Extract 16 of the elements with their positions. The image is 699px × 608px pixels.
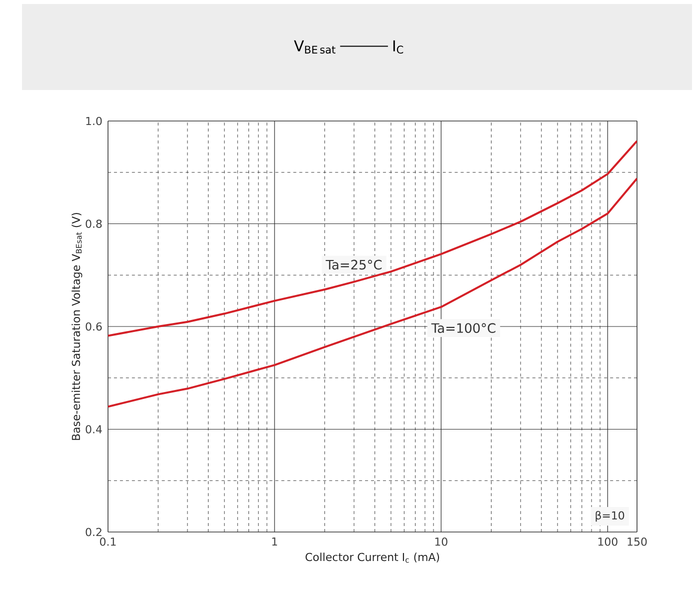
x-axis-title: Collector Current I$_{c}$ (mA) <box>306 552 440 563</box>
y-tick-label: 0.8 <box>86 220 102 228</box>
y-tick-label: 0.4 <box>86 425 102 434</box>
y-axis-title: Base-emitter Saturation Voltage V$_{BEsat}$ (V) <box>72 212 82 440</box>
y-tick-label: 0.2 <box>86 528 102 536</box>
y-tick-label: 0.6 <box>86 322 102 331</box>
series-label: Ta=100°C <box>431 323 496 333</box>
x-tick-label: 0.1 <box>100 538 116 546</box>
chart-title: $\mathrm{V}_{\mathrm{BE\,sat}}\;\rule[0.3em]{3.2em}{1pt}\;\mathrm{I}_{\mathrm{C}}$ <box>294 40 404 54</box>
x-tick-label: 1 <box>272 538 278 546</box>
x-tick-label: 100 <box>598 538 618 546</box>
x-tick-label: 10 <box>435 538 448 546</box>
x-tick-label: 150 <box>628 538 647 546</box>
series-label: Ta=25°C <box>326 260 382 270</box>
annotation: β=10 <box>596 510 624 522</box>
y-tick-label: 1.0 <box>86 116 102 126</box>
